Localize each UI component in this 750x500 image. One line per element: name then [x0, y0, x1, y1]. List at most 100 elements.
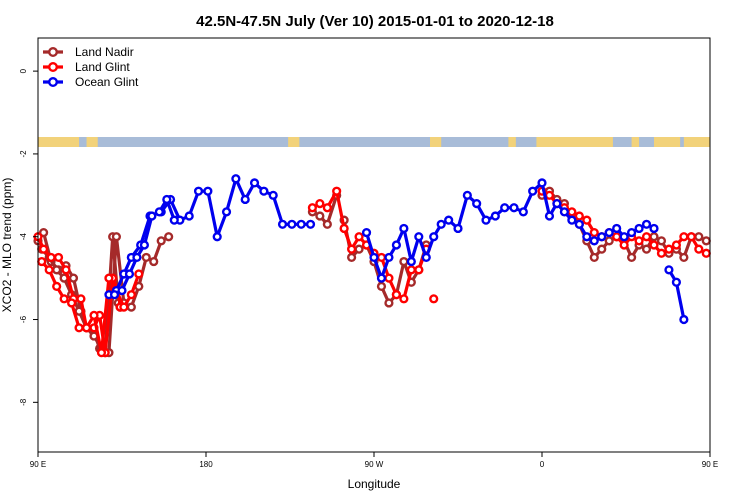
data-point: [347, 244, 357, 254]
data-point: [169, 215, 179, 225]
data-point: [582, 232, 592, 242]
data-point: [354, 232, 364, 242]
data-point: [212, 232, 222, 242]
x-tick-label: 90 E: [702, 460, 718, 469]
data-point: [134, 269, 144, 279]
data-point: [559, 207, 570, 217]
data-point: [81, 323, 92, 333]
data-point: [544, 190, 555, 200]
x-axis-label: Longitude: [348, 477, 401, 491]
data-point: [66, 298, 77, 308]
data-point: [369, 252, 379, 263]
data-point: [589, 236, 599, 246]
data-point: [552, 199, 562, 209]
data-point: [421, 252, 431, 263]
series-line: [667, 268, 686, 320]
data-point: [429, 232, 439, 242]
y-tick-label: -4: [19, 233, 28, 241]
data-point: [619, 240, 629, 250]
data-point: [52, 281, 62, 292]
data-point: [490, 211, 500, 221]
data-point: [626, 227, 637, 238]
data-point: [156, 236, 166, 246]
legend-label: Ocean Glint: [75, 75, 139, 89]
data-point: [664, 244, 674, 254]
data-point: [399, 294, 409, 304]
data-point: [76, 294, 86, 304]
data-point: [406, 265, 416, 275]
data-point: [68, 273, 79, 283]
data-point: [203, 186, 213, 196]
data-point: [384, 298, 394, 308]
data-point: [649, 240, 659, 250]
data-point: [582, 215, 592, 225]
data-point: [414, 265, 424, 275]
data-point: [277, 219, 288, 229]
data-point: [649, 223, 659, 234]
data-point: [164, 232, 174, 242]
data-point: [126, 302, 136, 312]
data-point: [671, 277, 682, 287]
data-point: [384, 273, 394, 283]
data-point: [656, 236, 667, 246]
data-point: [384, 252, 394, 263]
data-point: [104, 273, 114, 283]
data-point: [537, 178, 547, 188]
data-point: [406, 256, 416, 267]
y-tick-label: 0: [19, 68, 28, 73]
data-point: [544, 211, 555, 221]
data-point: [701, 236, 711, 246]
data-point: [307, 203, 318, 213]
data-point: [444, 215, 454, 225]
data-point: [376, 281, 387, 292]
data-point: [296, 219, 306, 229]
data-point: [641, 219, 652, 229]
data-point: [332, 186, 342, 196]
data-point: [184, 211, 194, 221]
data-point: [38, 227, 49, 238]
x-tick-label: 90 W: [365, 460, 384, 469]
data-point: [429, 294, 439, 304]
data-point: [59, 294, 69, 304]
data-point: [694, 244, 704, 254]
data-point: [53, 252, 64, 263]
data-point: [567, 215, 577, 225]
data-point: [124, 269, 135, 279]
land-band: [654, 137, 681, 147]
y-tick-label: -2: [19, 150, 28, 158]
data-point: [376, 273, 387, 283]
data-point: [61, 265, 71, 275]
data-point: [361, 227, 372, 238]
data-point: [664, 265, 674, 275]
legend-marker: [48, 62, 59, 73]
data-point: [597, 244, 607, 254]
data-point: [619, 232, 629, 242]
x-axis: 90 E 180 90 W 0 90 E: [30, 452, 718, 469]
land-band: [288, 137, 300, 147]
legend-marker: [48, 76, 59, 87]
land-band: [631, 137, 640, 147]
data-point: [414, 232, 424, 242]
data-point: [268, 190, 278, 200]
data-point: [339, 223, 349, 234]
data-point: [117, 285, 127, 296]
land-band: [86, 137, 98, 147]
data-point: [149, 256, 159, 267]
data-point: [132, 252, 142, 263]
data-point: [347, 252, 357, 263]
data-point: [472, 199, 482, 209]
data-point: [509, 203, 519, 213]
data-point: [315, 211, 325, 221]
data-point: [231, 174, 241, 184]
data-point: [604, 227, 614, 238]
data-point: [391, 290, 402, 300]
data-point: [193, 186, 204, 196]
x-tick-label: 180: [199, 460, 213, 469]
data-point: [574, 219, 584, 229]
y-tick-label: -6: [19, 315, 28, 323]
data-point: [604, 236, 614, 246]
data-point: [518, 207, 528, 217]
data-point: [37, 256, 47, 267]
data-point: [701, 248, 711, 258]
